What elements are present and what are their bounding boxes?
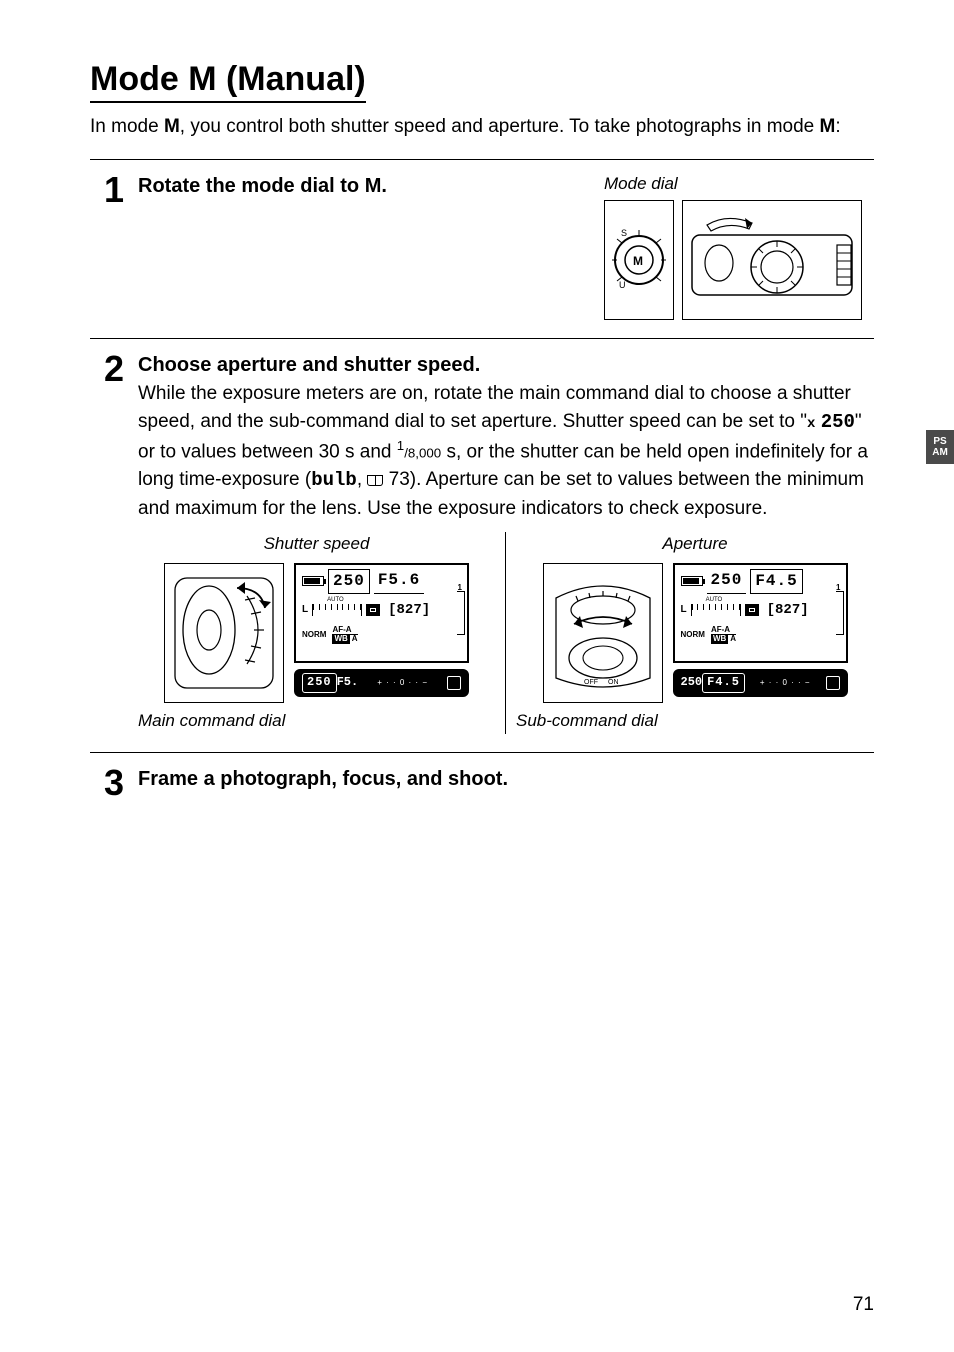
main-command-dial-label: Main command dial — [138, 709, 285, 734]
svg-text:OFF: OFF — [584, 679, 598, 686]
t: , — [357, 469, 368, 490]
lcd-panel-shutter: 250 F5.6 L [827] — [294, 563, 469, 697]
mode-dial-figure: Mode dial M S U — [604, 172, 874, 321]
af-area-icon — [366, 604, 380, 616]
lcd-quality: NORM — [302, 629, 326, 641]
top-lcd: 250 F5.6 L [827] — [294, 563, 469, 663]
lcd-aperture-value: F5.6 — [374, 569, 424, 593]
lcd-af-wb: AF-A WB A — [332, 626, 357, 643]
svg-text:M: M — [633, 254, 643, 268]
aperture-column: Aperture — [506, 532, 874, 733]
aperture-label: Aperture — [662, 532, 727, 557]
lcd-wb-a: A — [730, 634, 736, 643]
x-value: 250 — [821, 411, 855, 433]
step-3: 3 Frame a photograph, focus, and shoot. — [90, 753, 874, 819]
step-number: 3 — [90, 765, 124, 801]
mode-letter: M — [820, 116, 836, 137]
t: While the exposure meters are on, rotate… — [138, 383, 851, 432]
step-2: 2 Choose aperture and shutter speed. Whi… — [90, 339, 874, 751]
intro-p1: In mode — [90, 116, 164, 137]
step1-heading-post: . — [381, 175, 387, 197]
lcd-shutter-value: 250 — [707, 569, 747, 593]
step-number: 2 — [90, 351, 124, 733]
sub-command-dial-label: Sub-command dial — [516, 709, 658, 734]
lcd-wb-a: A — [352, 634, 358, 643]
lcd-panel-aperture: 250 F4.5 L [827] — [673, 563, 848, 697]
vf-aperture: F4.5 — [702, 673, 745, 692]
lcd-af-wb: AF-A WB A — [711, 626, 736, 643]
lcd-bracket — [836, 591, 844, 635]
vf-card-icon — [447, 676, 461, 690]
mode-letter: M — [164, 116, 180, 137]
step-1: 1 Rotate the mode dial to M. Mode dial M… — [90, 160, 874, 339]
bulb-text: bulb — [311, 469, 357, 491]
battery-icon — [681, 576, 703, 586]
mode-letter: M — [365, 175, 382, 197]
step1-heading: Rotate the mode dial to M. — [138, 175, 387, 197]
battery-icon — [302, 576, 324, 586]
x-symbol: x — [807, 416, 815, 432]
intro-p3: : — [835, 116, 840, 137]
lcd-shutter-value: 250 — [328, 569, 370, 594]
exposure-scale — [691, 604, 741, 616]
vf-exposure-scale: + · · 0 · · − — [358, 677, 447, 689]
lcd-frame-counter: [827] — [767, 600, 809, 620]
vf-card-icon — [826, 676, 840, 690]
lcd-wb: WB — [711, 634, 728, 644]
step3-heading: Frame a photograph, focus, and shoot. — [138, 768, 508, 790]
vf-aperture: F5. — [337, 674, 359, 691]
intro-p2: , you control both shutter speed and ape… — [180, 116, 820, 137]
mode-dial-label: Mode dial — [604, 172, 874, 197]
sub-command-dial-figure: OFF ON — [543, 563, 663, 703]
tab-line1: PS — [933, 436, 946, 447]
frac-den: /8,000 — [404, 446, 441, 461]
shutter-speed-column: Shutter speed — [138, 532, 506, 733]
lcd-bracket — [457, 591, 465, 635]
section-tab: PS AM — [926, 430, 954, 464]
page-number: 71 — [853, 1294, 874, 1316]
main-command-dial-figure — [164, 563, 284, 703]
svg-text:ON: ON — [608, 679, 619, 686]
svg-text:S: S — [621, 228, 627, 238]
svg-text:U: U — [619, 280, 626, 290]
lcd-wb: WB — [332, 634, 349, 644]
camera-top-view — [682, 200, 862, 320]
lcd-aperture-value: F4.5 — [750, 569, 802, 594]
vf-shutter: 250 — [681, 674, 703, 691]
mode-dial-closeup: M S U — [604, 200, 674, 320]
viewfinder-lcd: 250 F5. + · · 0 · · − — [294, 669, 469, 697]
top-lcd: 250 F4.5 L [827] — [673, 563, 848, 663]
viewfinder-lcd: 250 F4.5 + · · 0 · · − — [673, 669, 848, 697]
step2-figures: Shutter speed — [138, 532, 874, 733]
intro-text: In mode M, you control both shutter spee… — [90, 113, 874, 141]
step2-body: While the exposure meters are on, rotate… — [138, 380, 874, 522]
af-area-icon — [745, 604, 759, 616]
step1-heading-pre: Rotate the mode dial to — [138, 175, 365, 197]
vf-exposure-scale: + · · 0 · · − — [745, 677, 826, 689]
lcd-quality: NORM — [681, 629, 705, 641]
tab-line2: AM — [932, 447, 948, 458]
step-number: 1 — [90, 172, 124, 321]
step2-heading: Choose aperture and shutter speed. — [138, 351, 874, 380]
shutter-speed-label: Shutter speed — [264, 532, 370, 557]
page-ref-icon — [367, 475, 383, 486]
exposure-scale — [312, 604, 362, 616]
vf-shutter: 250 — [302, 673, 337, 692]
page-title: Mode M (Manual) — [90, 60, 366, 103]
lcd-frame-counter: [827] — [388, 600, 430, 620]
